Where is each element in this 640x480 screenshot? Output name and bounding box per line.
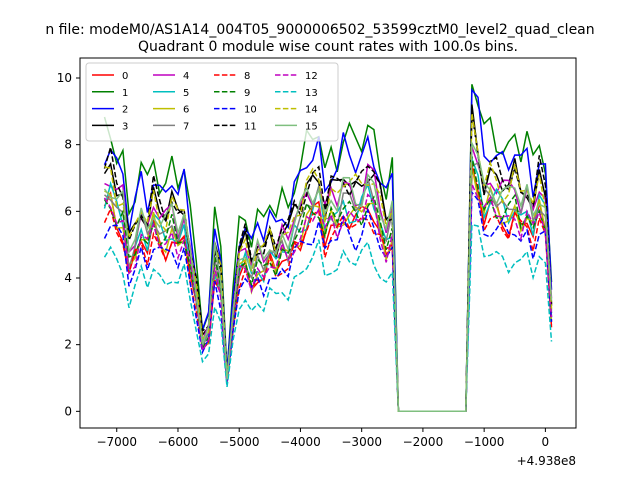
x-axis: −7000 −6000 −5000 −4000 −3000 −2000 −1000 0: [96, 428, 549, 449]
x-tick-label: −3000: [341, 435, 382, 449]
x-tick-label: −1000: [464, 435, 505, 449]
plot-frame: [79, 57, 577, 429]
y-tick-label: 10: [57, 71, 72, 85]
legend-label-6: 6: [183, 105, 189, 116]
x-tick-label: −5000: [219, 435, 260, 449]
series-layer: [103, 84, 553, 413]
x-tick-label: −2000: [403, 435, 444, 449]
legend-label-11: 11: [244, 121, 257, 132]
legend-label-0: 0: [122, 71, 128, 82]
series-line-1: [103, 84, 553, 413]
series-line-14: [104, 113, 553, 413]
series-line-9: [103, 156, 553, 413]
chart-title: Quadrant 0 module wise count rates with …: [138, 39, 518, 55]
legend-label-9: 9: [244, 88, 250, 99]
legend-label-1: 1: [122, 88, 128, 99]
x-axis-offset: +4.938e8: [517, 454, 576, 468]
legend-label-4: 4: [183, 71, 189, 82]
legend-box: [85, 62, 339, 142]
legend-label-14: 14: [305, 105, 318, 116]
legend-label-10: 10: [244, 105, 257, 116]
series-line-7: [104, 161, 553, 413]
x-tick-label: 0: [542, 435, 550, 449]
series-line-12: [103, 183, 553, 413]
legend-label-2: 2: [122, 105, 128, 116]
legend-label-15: 15: [305, 121, 318, 132]
series-line-13: [103, 223, 553, 413]
series-line-15: [103, 140, 553, 413]
legend-label-13: 13: [305, 88, 318, 99]
legend-label-8: 8: [244, 71, 250, 82]
y-tick-label: 0: [64, 404, 72, 418]
y-tick-label: 2: [64, 338, 72, 352]
series-line-10: [103, 190, 553, 413]
legend-label-7: 7: [183, 121, 189, 132]
y-tick-label: 4: [64, 271, 72, 285]
legend-label-12: 12: [305, 71, 318, 82]
y-tick-label: 8: [64, 138, 72, 152]
legend-label-5: 5: [183, 88, 189, 99]
legend-label-3: 3: [122, 121, 128, 132]
x-tick-label: −6000: [158, 435, 199, 449]
y-axis: 0 2 4 6 8 10: [57, 71, 80, 418]
y-tick-label: 6: [64, 204, 72, 218]
series-line-2: [103, 87, 553, 413]
x-tick-label: −7000: [96, 435, 137, 449]
figure-suptitle: n file: modeM0/AS1A14_004T05_9000006502_…: [45, 22, 594, 38]
x-tick-label: −4000: [280, 435, 321, 449]
